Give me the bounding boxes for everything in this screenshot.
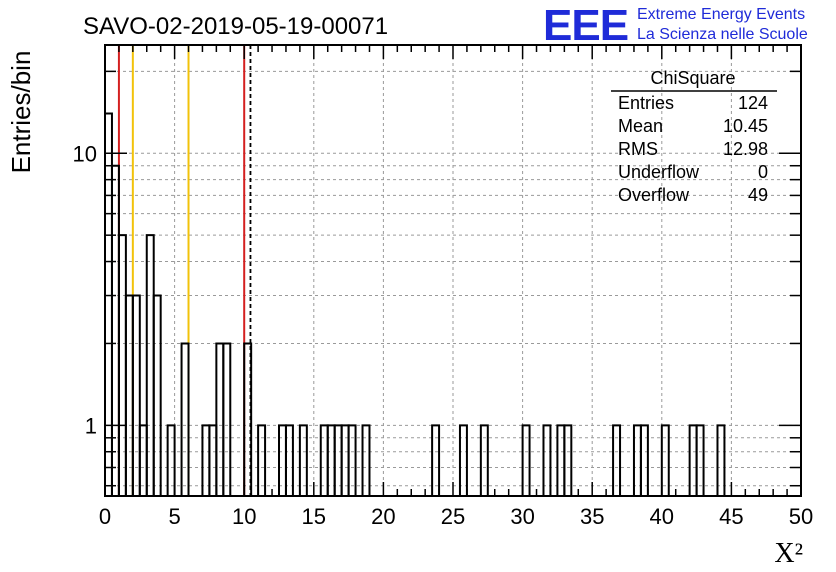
histogram-bar (104, 112, 113, 496)
histogram-bar (215, 342, 225, 496)
histogram-bar (716, 424, 726, 496)
x-tick-label: 45 (719, 504, 743, 529)
histogram-bar (458, 424, 468, 496)
chart-title: SAVO-02-2019-05-19-00071 (83, 13, 388, 40)
x-tick-label: 35 (580, 504, 604, 529)
stats-label: Underflow (618, 162, 700, 182)
eee-logo-line1: Extreme Energy Events (637, 6, 805, 23)
histogram-bar (521, 424, 531, 496)
grid (105, 45, 801, 496)
x-axis-label: X² (774, 538, 803, 569)
y-axis-label: Entries/bin (6, 51, 36, 174)
stats-value: 49 (748, 185, 768, 205)
histogram-bar (131, 294, 141, 496)
stats-value: 12.98 (723, 139, 768, 159)
x-tick-label: 30 (510, 504, 534, 529)
histogram-bar (542, 424, 552, 496)
stats-value: 0 (758, 162, 768, 182)
histogram-bar (361, 424, 371, 496)
x-tick-label: 0 (99, 504, 111, 529)
x-tick-label: 15 (302, 504, 326, 529)
histogram-bar (257, 424, 267, 496)
histogram-bar (612, 424, 622, 496)
x-tick-label: 10 (232, 504, 256, 529)
histogram-bar (563, 424, 573, 496)
histogram-bar (243, 342, 253, 496)
y-tick-label: 10 (73, 141, 97, 166)
x-tick-label: 40 (650, 504, 674, 529)
stats-label: Entries (618, 93, 674, 113)
x-tick-label: 20 (371, 504, 395, 529)
x-tick-label: 25 (441, 504, 465, 529)
histogram-bar (222, 342, 232, 496)
histogram-bar (479, 424, 489, 496)
histogram-bar (284, 424, 294, 496)
stats-label: Overflow (618, 185, 690, 205)
stats-value: 10.45 (723, 116, 768, 136)
histogram-bar (298, 424, 308, 496)
stats-label: Mean (618, 116, 663, 136)
stats-title: ChiSquare (650, 68, 735, 88)
histogram-bar (152, 294, 162, 496)
histogram-bar (145, 234, 155, 496)
histogram (104, 112, 726, 496)
histogram-bar (180, 342, 190, 496)
histogram-bar (660, 424, 670, 496)
x-axis: 0 5 10 15 20 25 30 35 40 45 50 (99, 45, 813, 529)
histogram-bar (639, 424, 649, 496)
eee-logo: EEE Extreme Energy Events La Scienza nel… (543, 1, 808, 50)
eee-logo-line2: La Scienza nelle Scuole (637, 26, 808, 43)
x-tick-label: 50 (789, 504, 813, 529)
eee-logo-mark: EEE (543, 1, 628, 50)
histogram-bar (110, 164, 120, 496)
histogram-bar (166, 424, 176, 496)
histogram-bar (695, 424, 705, 496)
y-tick-label: 1 (85, 413, 97, 438)
stats-value: 124 (738, 93, 768, 113)
stats-box: ChiSquare Entries 124 Mean 10.45 RMS 12.98 Und… (611, 68, 777, 205)
histogram-bar (431, 424, 441, 496)
stats-label: RMS (618, 139, 658, 159)
histogram-bar (124, 294, 134, 496)
histogram-bar (347, 424, 357, 496)
y-axis: 1 10 (73, 70, 801, 487)
histogram-bar (117, 234, 127, 496)
x-tick-label: 5 (168, 504, 180, 529)
